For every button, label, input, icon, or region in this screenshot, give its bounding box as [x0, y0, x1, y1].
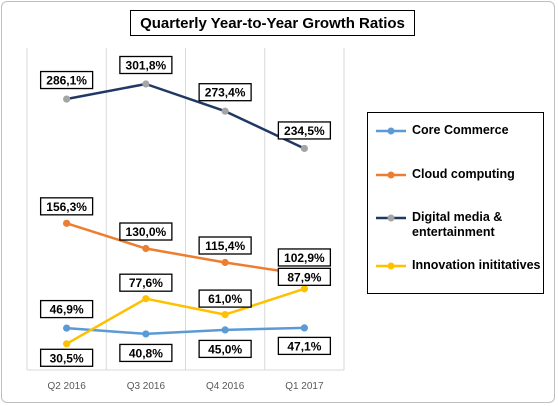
data-label: 234,5% — [284, 124, 325, 138]
data-label: 47,1% — [287, 339, 321, 353]
data-label-box — [39, 70, 94, 90]
data-point — [142, 244, 150, 253]
x-tick-label: Q1 2017 — [285, 381, 324, 392]
data-label-box — [277, 121, 332, 140]
data-label-box — [198, 236, 252, 255]
data-point — [300, 144, 308, 153]
data-point — [221, 310, 229, 319]
data-label-box — [198, 339, 252, 359]
data-label-box — [39, 197, 94, 216]
data-label-box — [119, 55, 173, 75]
data-point — [300, 324, 308, 332]
data-label-box — [277, 248, 332, 267]
legend-label: Digital media & entertainment — [412, 210, 503, 239]
x-tick-label: Q3 2016 — [127, 381, 166, 392]
data-label: 45,0% — [208, 342, 242, 356]
data-label-box — [119, 273, 173, 292]
legend-swatch-innovation — [376, 262, 406, 270]
data-label: 87,9% — [287, 270, 321, 284]
data-label: 40,8% — [129, 346, 163, 360]
data-label: 286,1% — [46, 74, 87, 88]
data-label: 130,0% — [126, 225, 167, 239]
data-label-box — [198, 289, 252, 308]
data-label: 61,0% — [208, 292, 242, 306]
series-line — [66, 326, 305, 336]
data-point — [63, 324, 71, 332]
data-point — [142, 330, 150, 338]
data-point — [63, 95, 71, 103]
series-line — [66, 287, 305, 345]
data-label: 102,9% — [284, 251, 325, 265]
legend-label: Innovation inititatives — [412, 258, 541, 272]
data-label-box — [198, 83, 252, 102]
legend-label: Cloud computing — [412, 167, 515, 181]
data-point — [221, 258, 229, 267]
data-point — [63, 340, 71, 348]
data-label: 156,3% — [46, 200, 87, 214]
data-point — [63, 219, 71, 227]
data-point — [221, 326, 229, 334]
series-line — [66, 82, 305, 150]
data-label: 46,9% — [50, 303, 84, 317]
data-label-box — [39, 348, 94, 367]
data-point — [300, 285, 308, 293]
legend-swatch-core-commerce — [376, 127, 406, 135]
x-tick-label: Q4 2016 — [206, 381, 245, 392]
legend-swatch-digital-media — [376, 214, 406, 222]
legend: Core Commerce Cloud computing Digital me… — [367, 112, 544, 294]
data-label: 273,4% — [205, 86, 246, 100]
data-point — [142, 80, 150, 88]
legend-swatch-cloud-computing — [376, 171, 406, 179]
chart-title: Quarterly Year-to-Year Growth Ratios — [130, 10, 415, 36]
data-label: 301,8% — [126, 59, 167, 73]
data-point — [221, 107, 229, 115]
data-point — [142, 295, 150, 303]
data-label-box — [277, 336, 332, 356]
x-tick-label: Q2 2016 — [47, 381, 86, 392]
legend-label: Core Commerce — [412, 123, 509, 137]
series-line — [66, 222, 305, 276]
data-label-box — [39, 299, 94, 319]
data-label-box — [119, 343, 173, 363]
data-label-box — [119, 222, 173, 241]
data-label: 77,6% — [129, 276, 163, 290]
data-label: 115,4% — [205, 239, 245, 253]
data-label: 30,5% — [50, 351, 84, 365]
data-label-box — [277, 267, 332, 286]
